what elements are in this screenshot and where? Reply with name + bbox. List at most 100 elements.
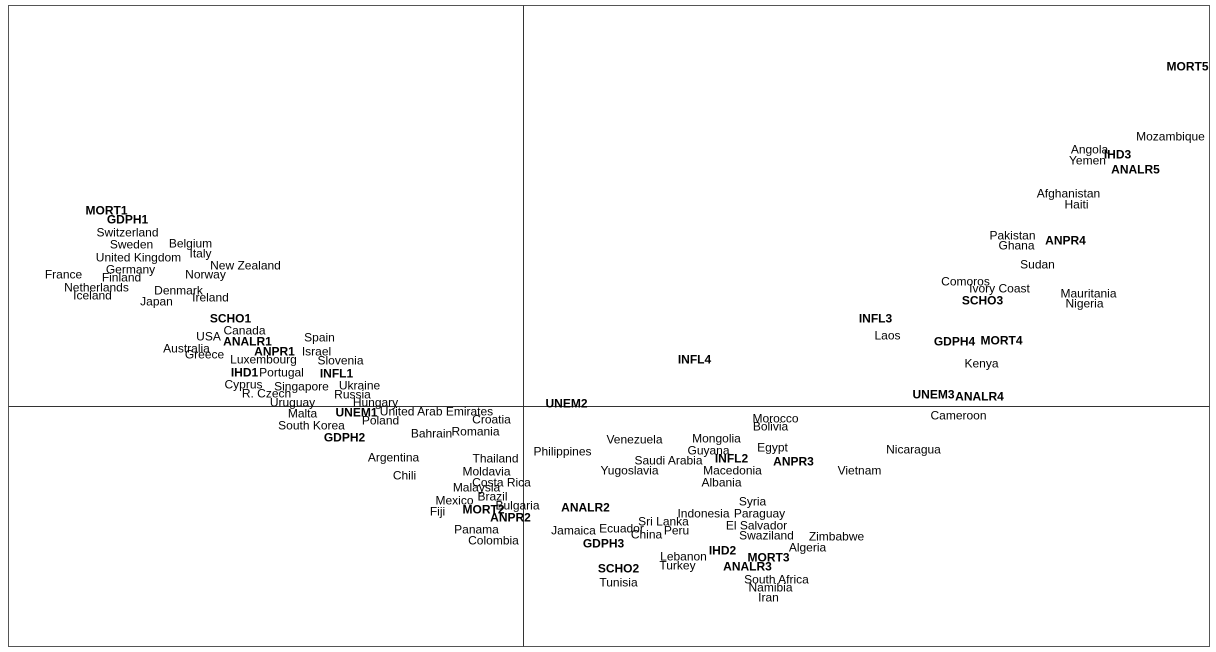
country-label-thailand: Thailand <box>472 452 518 466</box>
country-label-yemen: Yemen <box>1069 154 1106 168</box>
country-label-sudan: Sudan <box>1020 258 1055 272</box>
category-label-ihd2: IHD2 <box>709 544 737 558</box>
category-label-ihd3: IHD3 <box>1104 148 1132 162</box>
country-label-singapore: Singapore <box>274 380 329 394</box>
country-label-algeria: Algeria <box>789 541 827 555</box>
country-label-ireland: Ireland <box>192 291 229 305</box>
country-label-venezuela: Venezuela <box>606 433 662 447</box>
country-label-el-salvador: El Salvador <box>726 519 787 533</box>
country-label-panama: Panama <box>454 523 499 537</box>
country-label-cyprus: Cyprus <box>224 378 262 392</box>
country-label-peru: Peru <box>664 524 689 538</box>
category-label-anpr1: ANPR1 <box>254 345 295 359</box>
category-label-mort4: MORT4 <box>981 334 1023 348</box>
country-label-cameroon: Cameroon <box>930 409 986 423</box>
country-label-japan: Japan <box>140 295 173 309</box>
country-label-yugoslavia: Yugoslavia <box>600 464 658 478</box>
country-label-colombia: Colombia <box>468 534 519 548</box>
country-label-russia: Russia <box>334 388 371 402</box>
country-label-bulgaria: Bulgaria <box>495 499 539 513</box>
country-label-mexico: Mexico <box>435 494 473 508</box>
category-label-mort3: MORT3 <box>748 551 790 565</box>
category-label-scho3: SCHO3 <box>962 294 1004 308</box>
country-label-south-korea: South Korea <box>278 419 345 433</box>
country-label-iceland: Iceland <box>73 289 112 303</box>
category-label-anpr3: ANPR3 <box>773 455 814 469</box>
country-label-israel: Israel <box>302 345 331 359</box>
category-label-analr1: ANALR1 <box>223 335 272 349</box>
country-label-lebanon: Lebanon <box>660 550 707 564</box>
country-label-ecuador: Ecuador <box>599 522 644 536</box>
country-label-greece: Greece <box>185 348 225 362</box>
country-label-denmark: Denmark <box>154 284 204 298</box>
category-label-infl1: INFL1 <box>320 367 354 381</box>
country-label-norway: Norway <box>185 268 226 282</box>
country-label-bahrain: Bahrain <box>411 427 452 441</box>
plot-frame <box>8 5 1210 647</box>
country-label-nigeria: Nigeria <box>1065 297 1103 311</box>
country-label-ghana: Ghana <box>998 239 1034 253</box>
country-label-tunisia: Tunisia <box>599 576 638 590</box>
country-label-angola: Angola <box>1071 143 1109 157</box>
country-label-swaziland: Swaziland <box>739 529 794 543</box>
country-label-mongolia: Mongolia <box>692 432 741 446</box>
country-label-south-africa: South Africa <box>744 573 809 587</box>
country-label-albania: Albania <box>701 476 741 490</box>
country-label-belgium: Belgium <box>169 237 212 251</box>
country-label-united-kingdom: United Kingdom <box>96 251 181 265</box>
country-label-australia: Australia <box>163 342 210 356</box>
country-label-new-zealand: New Zealand <box>210 259 281 273</box>
country-label-france: France <box>45 268 83 282</box>
country-label-canada: Canada <box>223 324 265 338</box>
country-label-mozambique: Mozambique <box>1136 130 1205 144</box>
country-label-malaysia: Malaysia <box>453 481 501 495</box>
country-label-kenya: Kenya <box>964 357 998 371</box>
country-label-united-arab-emirates: United Arab Emirates <box>380 405 493 419</box>
category-label-scho2: SCHO2 <box>598 562 640 576</box>
country-label-iran: Iran <box>758 591 779 605</box>
category-label-anpr4: ANPR4 <box>1045 234 1086 248</box>
country-label-namibia: Namibia <box>748 581 792 595</box>
category-label-analr2: ANALR2 <box>561 501 610 515</box>
country-label-egypt: Egypt <box>757 441 788 455</box>
country-label-slovenia: Slovenia <box>317 354 363 368</box>
country-label-ukraine: Ukraine <box>339 379 381 393</box>
country-label-portugal: Portugal <box>259 366 304 380</box>
country-label-sri-lanka: Sri Lanka <box>638 515 689 529</box>
category-label-analr5: ANALR5 <box>1111 163 1160 177</box>
country-label-guyana: Guyana <box>687 444 729 458</box>
country-label-nicaragua: Nicaragua <box>886 443 941 457</box>
country-label-spain: Spain <box>304 331 335 345</box>
category-label-infl3: INFL3 <box>859 312 893 326</box>
country-label-vietnam: Vietnam <box>838 464 882 478</box>
country-label-finland: Finland <box>102 271 141 285</box>
category-label-gdph3: GDPH3 <box>583 537 625 551</box>
country-label-switzerland: Switzerland <box>96 226 158 240</box>
category-label-unem2: UNEM2 <box>545 397 587 411</box>
category-label-infl4: INFL4 <box>678 353 712 367</box>
country-label-brazil: Brazil <box>477 490 507 504</box>
category-label-ihd1: IHD1 <box>231 366 259 380</box>
country-label-italy: Italy <box>189 247 211 261</box>
category-label-unem3: UNEM3 <box>912 388 954 402</box>
country-label-syria: Syria <box>739 495 767 509</box>
country-label-costa-rica: Costa Rica <box>472 476 531 490</box>
category-label-mort5: MORT5 <box>1167 60 1209 74</box>
category-label-gdph1: GDPH1 <box>107 213 149 227</box>
country-label-argentina: Argentina <box>368 451 420 465</box>
country-label-ivory-coast: Ivory Coast <box>969 282 1030 296</box>
country-label-macedonia: Macedonia <box>703 464 762 478</box>
country-label-uruguay: Uruguay <box>270 396 315 410</box>
country-label-moldavia: Moldavia <box>462 465 510 479</box>
category-label-unem1: UNEM1 <box>335 406 377 420</box>
country-label-usa: USA <box>196 330 221 344</box>
country-label-bolivia: Bolivia <box>753 420 789 434</box>
category-label-scho1: SCHO1 <box>210 312 252 326</box>
country-label-germany: Germany <box>106 263 155 277</box>
country-label-sweden: Sweden <box>110 238 153 252</box>
country-label-croatia: Croatia <box>472 413 511 427</box>
category-label-infl2: INFL2 <box>715 452 749 466</box>
country-label-mauritania: Mauritania <box>1060 287 1116 301</box>
country-label-r-czech: R. Czech <box>242 387 291 401</box>
